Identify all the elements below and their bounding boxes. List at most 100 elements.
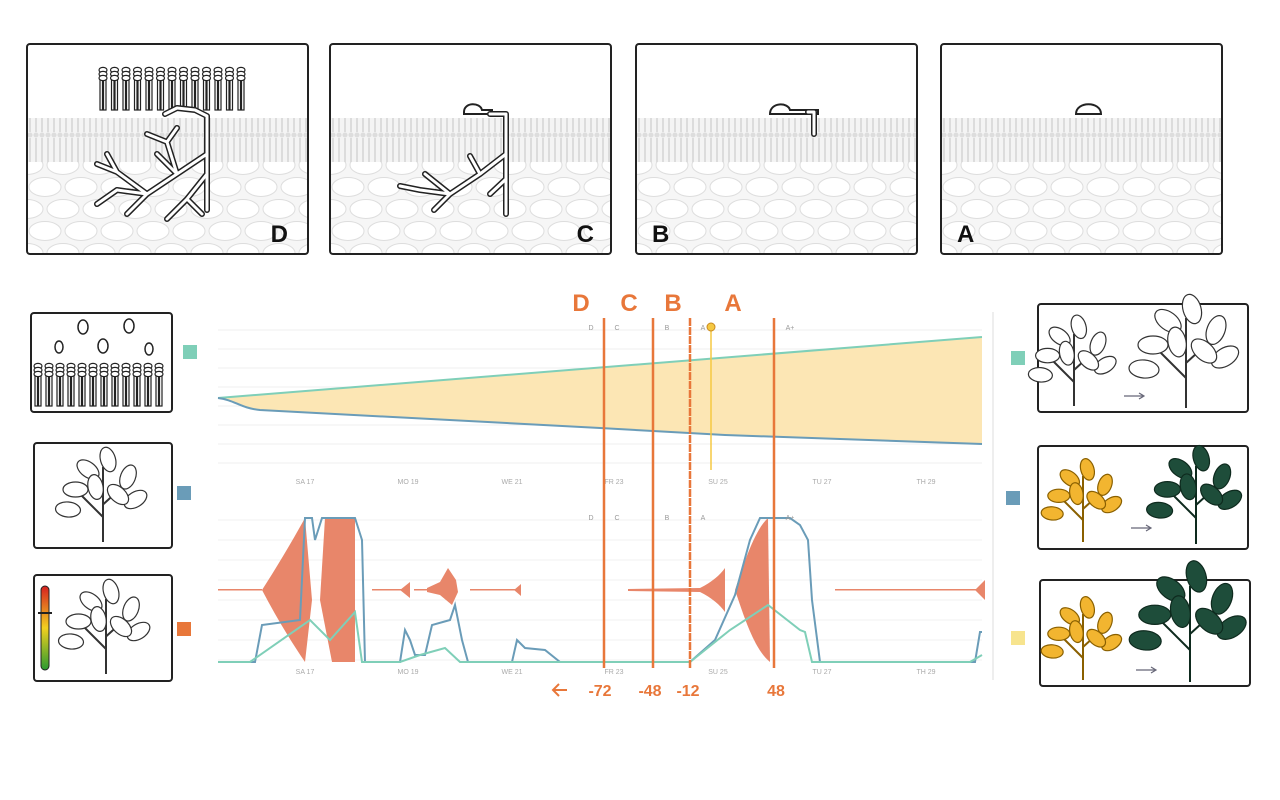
day-label: WE 21: [501, 669, 522, 676]
lipid-tail: [217, 77, 222, 111]
risk-shapes-part: [320, 518, 355, 662]
timeline-labels: SA 17 SA 17 MO 19 MO 19 WE 21 WE 21 FR 23 FR 23…: [296, 325, 936, 676]
leaf: [1047, 626, 1071, 642]
day-label: SA 17: [296, 479, 315, 486]
spores: [54, 318, 154, 356]
leaf: [1070, 314, 1088, 340]
day-label: SU 25: [708, 669, 728, 676]
panel-label: D: [271, 221, 288, 248]
day-label: TU 27: [812, 669, 831, 676]
blue-line: [218, 517, 982, 663]
lipid-head: [213, 74, 223, 82]
phase-label: A+: [786, 325, 795, 332]
right-icons: [1006, 293, 1251, 687]
leaf: [1058, 340, 1075, 366]
panel-border: [635, 43, 918, 255]
leaf: [1192, 444, 1211, 472]
leaf: [1181, 293, 1203, 325]
leaf: [1079, 458, 1096, 481]
leaf: [1138, 604, 1172, 626]
lipid-tail: [191, 77, 196, 111]
lipid-head: [98, 74, 108, 82]
lipid-tail: [202, 77, 207, 111]
day-label: MO 19: [397, 479, 418, 486]
lipid-tail: [56, 373, 61, 407]
leaf: [1086, 490, 1107, 510]
cells: [637, 162, 916, 253]
spores-part: [54, 340, 64, 354]
leaf: [1101, 633, 1123, 652]
leaf: [1068, 482, 1084, 506]
lipid-tail: [137, 77, 142, 111]
leaf: [99, 446, 117, 473]
lipid-tail: [125, 373, 130, 407]
lipid-tail: [110, 77, 115, 111]
lipid-tail: [160, 77, 165, 111]
leaf: [1027, 366, 1053, 383]
leaf: [1153, 481, 1182, 498]
leaf: [1210, 582, 1234, 615]
lipid-head: [144, 74, 154, 82]
lipid-head: [143, 370, 153, 378]
phase-label: C: [614, 325, 619, 332]
risk-shapes-part: [514, 584, 521, 596]
leaf: [1101, 495, 1123, 514]
cells: [942, 162, 1221, 253]
lipid-tail: [122, 77, 127, 111]
lipid-head: [132, 74, 143, 82]
leaf: [126, 621, 151, 642]
phase-label: A+: [786, 515, 795, 522]
leaf: [1079, 596, 1096, 619]
leaf: [1200, 483, 1224, 506]
lipid-tail: [148, 77, 153, 111]
leaf: [1210, 345, 1240, 369]
bottom-chart: [218, 517, 985, 663]
leaf: [62, 481, 89, 498]
lipid-tail: [133, 373, 138, 407]
plant-outline: [54, 446, 148, 542]
panel-label: C: [577, 221, 594, 248]
leaf: [1086, 628, 1107, 648]
cells: [28, 162, 307, 253]
phase-label: A: [701, 515, 706, 522]
lipid-tail: [67, 373, 72, 407]
risk-scale: [40, 585, 50, 671]
legend-square: [1006, 491, 1020, 505]
lipid-tail: [136, 373, 141, 407]
phase-letter: D: [572, 290, 589, 317]
lipid-tail: [81, 373, 86, 407]
lipid-head: [224, 74, 235, 82]
leaf: [102, 578, 120, 605]
lipid-tail: [194, 77, 199, 111]
membrane: [637, 118, 916, 162]
lipid-head: [66, 370, 76, 378]
arrow: [1136, 666, 1158, 674]
leaf: [123, 489, 148, 510]
lipid-tail: [171, 77, 176, 111]
leaf: [1216, 615, 1247, 640]
leaf: [87, 474, 104, 500]
panel-border: [26, 43, 309, 255]
phase-markers: D -72 C -48 B -12 A 48: [572, 290, 785, 700]
leaf: [1179, 473, 1197, 501]
leaf: [1040, 644, 1064, 659]
back-arrow: [551, 683, 567, 697]
leaf: [1077, 350, 1100, 371]
hours-label: -72: [588, 683, 611, 700]
leaf: [1128, 630, 1162, 651]
leaf: [1195, 607, 1224, 635]
leaf: [90, 606, 107, 632]
lipid-head: [55, 370, 65, 378]
phase-label: B: [665, 325, 670, 332]
leaf: [1047, 488, 1071, 503]
left-icons: [30, 312, 197, 682]
lipid-head: [110, 370, 120, 378]
lipid-tail: [133, 77, 138, 111]
phase-letter: A: [724, 290, 741, 317]
risk-shapes-part: [427, 568, 458, 605]
lipid-head: [155, 74, 166, 82]
leaf: [106, 483, 130, 506]
lipid-head: [77, 370, 87, 378]
lipid-tail: [45, 373, 50, 407]
